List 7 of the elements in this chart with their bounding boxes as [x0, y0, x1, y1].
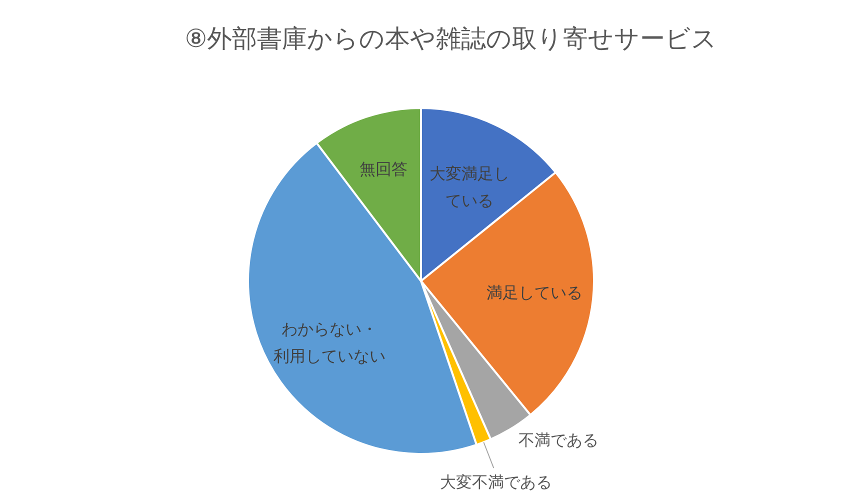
slice-label: 大変不満である: [440, 472, 552, 492]
slice-label: 大変満足している: [429, 164, 510, 210]
slice-label: 不満である: [518, 430, 599, 450]
slice-label: 満足している: [486, 282, 583, 302]
slice-label: 無回答: [360, 159, 408, 178]
slice-label: わからない・利用していない: [273, 320, 386, 366]
chart-title: ⑧外部書庫からの本や雑誌の取り寄せサービス: [184, 24, 718, 53]
